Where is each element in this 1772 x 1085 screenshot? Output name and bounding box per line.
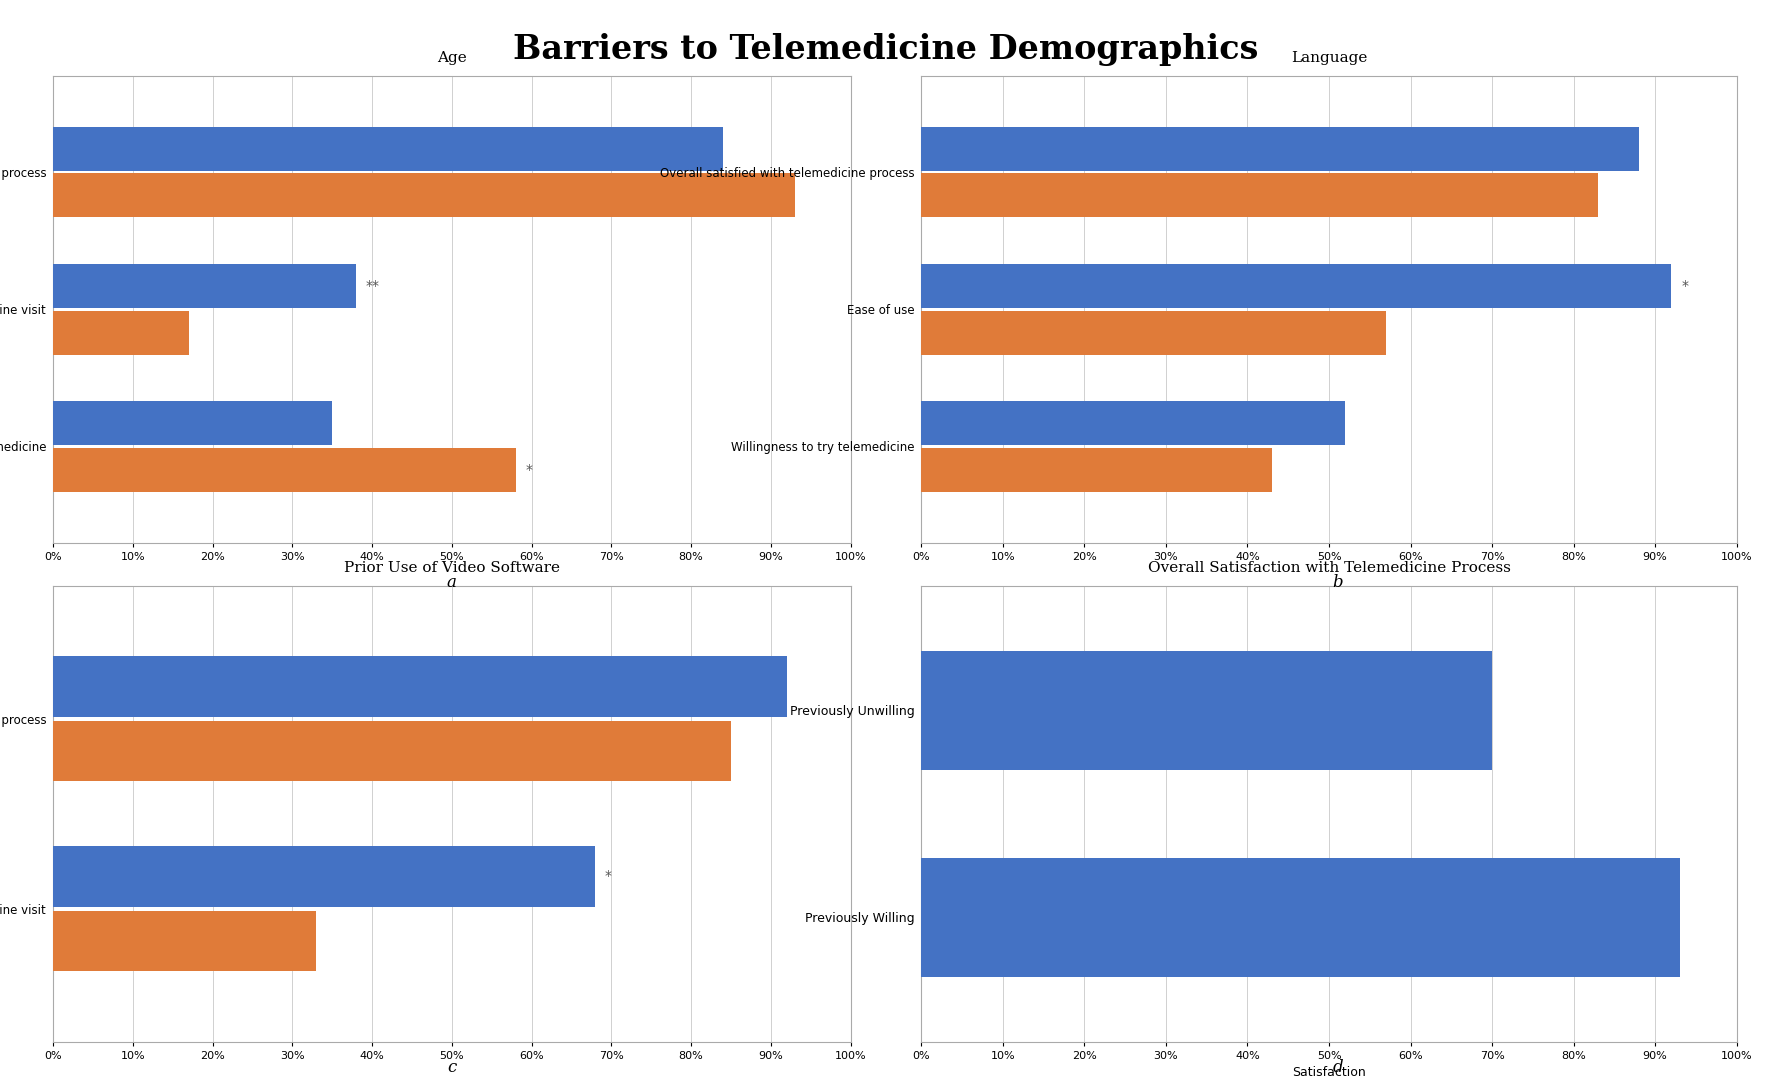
Bar (921, 264, 1671, 308)
Title: Overall Satisfaction with Telemedicine Process: Overall Satisfaction with Telemedicine P… (1148, 561, 1510, 575)
Bar (53, 310, 188, 355)
Bar (921, 401, 1345, 445)
Legend: Age <61, Age >61: Age <61, Age >61 (58, 609, 227, 622)
Text: *: * (604, 869, 611, 883)
Bar (53, 448, 516, 492)
Text: b: b (1333, 574, 1343, 591)
Text: *: * (1682, 279, 1689, 293)
Title: Prior Use of Video Software: Prior Use of Video Software (344, 561, 560, 575)
Bar (921, 857, 1680, 977)
Bar (921, 174, 1598, 217)
Bar (53, 910, 315, 971)
Text: a: a (447, 574, 457, 591)
Text: c: c (447, 1059, 457, 1076)
Bar (921, 448, 1272, 492)
Bar (53, 127, 723, 170)
Bar (921, 127, 1639, 170)
Title: Age: Age (438, 51, 466, 65)
Title: Language: Language (1290, 51, 1368, 65)
Bar (53, 720, 730, 781)
Bar (53, 401, 331, 445)
Text: **: ** (365, 279, 379, 293)
Legend: Non-English speakers, English speakers: Non-English speakers, English speakers (927, 609, 1219, 622)
Text: *: * (525, 463, 532, 476)
Bar (53, 174, 794, 217)
Bar (53, 656, 787, 717)
Bar (921, 651, 1492, 770)
X-axis label: Satisfaction: Satisfaction (1292, 1067, 1366, 1080)
Text: Barriers to Telemedicine Demographics: Barriers to Telemedicine Demographics (514, 33, 1258, 65)
Bar (53, 264, 356, 308)
Bar (921, 310, 1386, 355)
Bar (53, 846, 595, 907)
Text: d: d (1333, 1059, 1343, 1076)
